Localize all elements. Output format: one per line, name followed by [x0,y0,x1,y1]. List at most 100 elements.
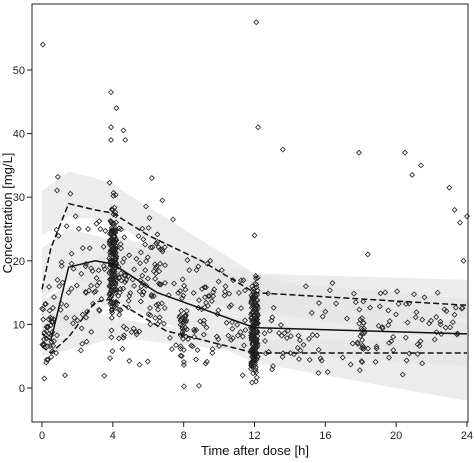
data-point [295,332,302,339]
data-point [277,322,284,329]
data-point [253,275,259,282]
data-point [359,337,366,344]
data-point [147,321,154,328]
data-point [419,316,426,323]
data-point [108,279,115,286]
data-point [86,287,92,294]
data-point [102,227,109,234]
data-point [108,246,115,253]
data-point [412,314,419,321]
data-point [133,329,140,335]
data-point [125,297,132,304]
data-point [183,317,190,324]
data-point [107,268,114,275]
data-point [265,348,272,355]
data-point [197,318,204,325]
data-point [181,383,187,390]
y-tick-label: 0 [19,383,25,395]
data-point [63,223,70,230]
data-point [108,276,115,283]
data-point [241,342,247,349]
data-point [83,314,90,321]
x-tick-label: 0 [39,430,45,442]
data-point [221,292,228,299]
data-point [306,356,313,363]
data-point [119,345,126,352]
data-point [100,263,107,269]
data-point [283,335,290,342]
data-point [235,289,242,296]
data-point [253,319,260,326]
data-point [86,245,93,252]
data-point [39,305,46,312]
data-point [143,258,150,265]
data-point [356,149,362,156]
data-point [177,352,184,359]
data-point [97,226,104,232]
data-point [333,300,340,307]
data-point [96,307,103,314]
data-point [276,330,283,337]
data-point [115,292,122,299]
data-point [109,267,116,274]
data-point [373,343,380,350]
data-point [112,277,119,284]
data-point [157,281,164,288]
data-point [253,374,260,381]
data-point [131,282,138,289]
data-point [70,320,76,327]
data-point [270,363,276,370]
data-point [253,19,260,26]
data-point [199,285,206,292]
data-point [464,213,470,220]
data-point [137,249,144,256]
data-point [101,372,108,379]
data-point [111,237,117,244]
data-point [93,275,100,282]
data-point [44,343,51,350]
data-point [279,146,286,153]
data-point [200,331,207,338]
data-point [360,320,367,326]
data-point [417,338,424,345]
data-point [94,282,101,289]
data-point [352,299,359,306]
data-point [139,225,146,232]
data-point [160,320,167,327]
data-point [182,286,189,293]
data-point [147,312,154,319]
data-point [402,149,408,156]
data-point [316,300,322,307]
data-point [42,301,49,308]
data-point [319,313,326,320]
data-point [216,343,223,350]
data-point [356,367,363,374]
data-point [250,289,257,295]
data-point [147,244,154,251]
data-point [279,353,286,360]
data-point [252,345,259,352]
data-point [139,272,146,279]
x-tick-label: 4 [110,430,116,442]
data-point [206,293,213,299]
data-point [110,220,117,227]
data-point [159,197,166,204]
data-point [254,333,261,339]
data-point [58,263,65,269]
percentile-lines [41,202,468,354]
data-point [112,271,119,278]
data-point [182,311,189,318]
x-axis-title: Time after dose [h] [201,443,309,458]
data-point [147,305,153,311]
data-point [62,372,68,379]
data-point [268,317,275,324]
data-point [193,327,200,334]
data-point [193,267,200,274]
data-point [358,330,365,337]
data-point [72,213,79,220]
data-point [54,187,60,194]
data-point [202,360,209,367]
data-point [115,335,122,342]
data-point [248,300,255,307]
y-axis-ticks: 0 10 20 30 40 50 [13,65,32,395]
